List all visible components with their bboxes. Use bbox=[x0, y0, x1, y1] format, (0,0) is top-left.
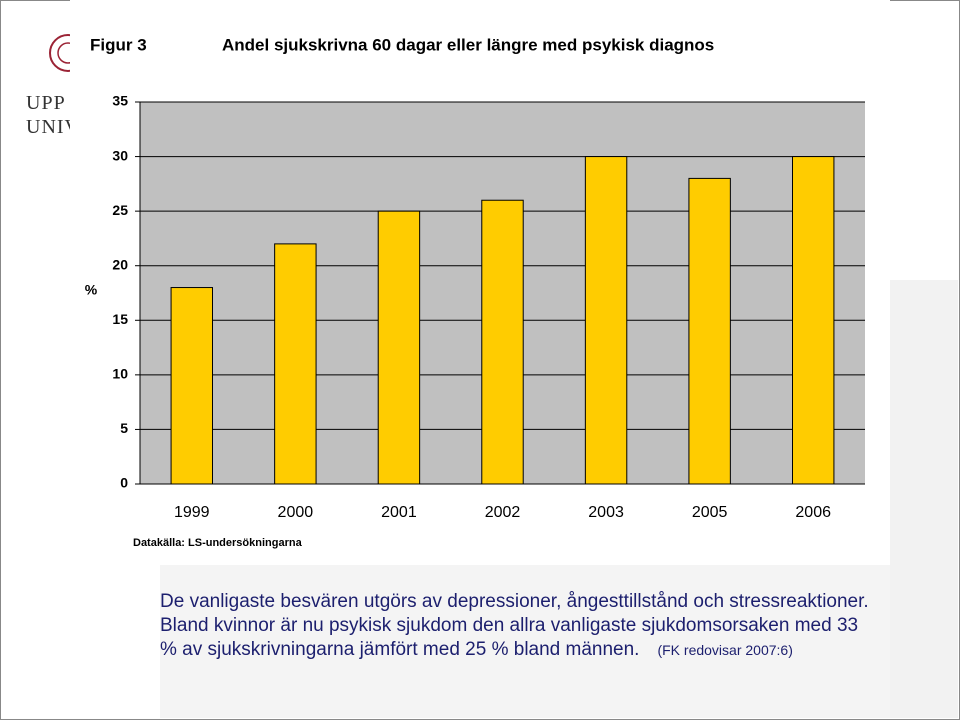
bar bbox=[170, 287, 213, 485]
x-tick-label: 1999 bbox=[174, 504, 210, 521]
source-note: Datakälla: LS-undersökningarna bbox=[133, 537, 303, 549]
caption: De vanligaste besvären utgörs av depress… bbox=[160, 590, 870, 662]
y-tick-label: 35 bbox=[112, 93, 128, 109]
logo-text: UNIV bbox=[26, 116, 80, 138]
watermark bbox=[890, 280, 958, 718]
y-tick-label: 5 bbox=[120, 420, 128, 436]
y-axis-label: % bbox=[85, 282, 98, 298]
logo-text: UPP bbox=[26, 92, 66, 114]
x-tick-label: 2003 bbox=[588, 504, 624, 521]
chart: Figur 3 Andel sjukskrivna 60 dagar eller… bbox=[84, 35, 865, 549]
x-tick-label: 2002 bbox=[485, 504, 521, 521]
y-tick-label: 25 bbox=[112, 202, 128, 218]
bar bbox=[481, 199, 524, 485]
bar bbox=[584, 156, 628, 485]
y-tick-label: 20 bbox=[112, 256, 128, 272]
y-tick-label: 10 bbox=[112, 366, 128, 382]
y-tick-label: 30 bbox=[112, 147, 128, 163]
citation: (FK redovisar 2007:6) bbox=[657, 642, 793, 658]
x-tick-label: 2001 bbox=[381, 504, 417, 521]
y-tick-label: 15 bbox=[112, 311, 128, 327]
bar bbox=[792, 156, 835, 485]
caption-text: De vanligaste besvären utgörs av depress… bbox=[160, 591, 869, 660]
x-tick-label: 2006 bbox=[795, 504, 831, 521]
bar bbox=[274, 243, 317, 485]
chart-title: Andel sjukskrivna 60 dagar eller längre … bbox=[222, 35, 714, 54]
x-tick-label: 2000 bbox=[278, 504, 314, 521]
x-tick-label: 2005 bbox=[692, 504, 728, 521]
bar bbox=[377, 210, 421, 485]
bar bbox=[688, 177, 731, 485]
y-tick-label: 0 bbox=[120, 475, 128, 491]
figure-label: Figur 3 bbox=[90, 35, 147, 54]
watermark bbox=[160, 565, 890, 718]
